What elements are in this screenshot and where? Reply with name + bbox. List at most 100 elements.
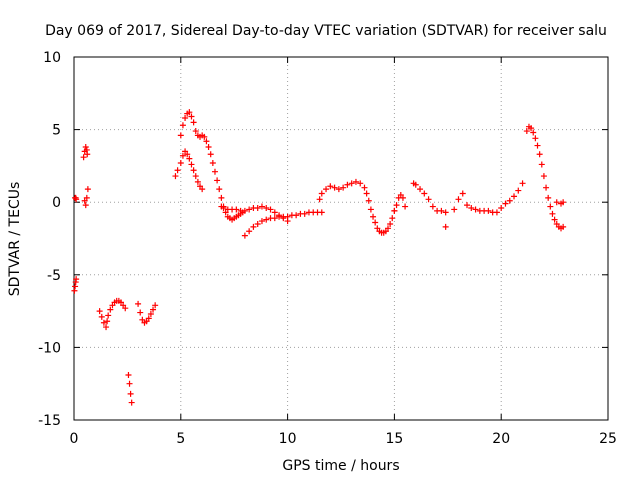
data-point — [284, 218, 291, 225]
data-point — [560, 223, 567, 230]
data-point — [528, 125, 535, 132]
data-point — [71, 287, 78, 294]
data-point — [545, 194, 552, 201]
series-s10 — [218, 203, 291, 239]
data-point — [318, 190, 325, 197]
y-tick-label: 0 — [52, 195, 61, 211]
data-point — [523, 128, 530, 135]
data-point — [543, 184, 550, 191]
data-point — [468, 205, 475, 212]
data-point — [250, 223, 257, 230]
data-point — [246, 228, 253, 235]
series-s8 — [172, 148, 206, 193]
x-tick-label: 20 — [492, 431, 510, 447]
data-point — [459, 190, 466, 197]
data-point — [442, 209, 449, 216]
data-point — [237, 207, 244, 214]
series-s13 — [410, 180, 449, 216]
data-point — [532, 135, 539, 142]
data-point — [389, 215, 396, 222]
x-tick-label: 5 — [176, 431, 185, 447]
data-point — [519, 180, 526, 187]
data-point — [172, 173, 179, 180]
data-point — [530, 129, 537, 136]
data-point — [352, 178, 359, 185]
data-point — [421, 190, 428, 197]
data-point — [357, 180, 364, 187]
data-point — [370, 213, 377, 220]
x-tick-label: 25 — [599, 431, 617, 447]
data-point — [147, 311, 154, 318]
plot-frame — [73, 56, 609, 421]
data-point — [402, 203, 409, 210]
data-point — [83, 194, 90, 201]
x-tick-label: 0 — [70, 431, 79, 447]
data-point — [425, 196, 432, 203]
data-point — [214, 177, 221, 184]
data-point — [263, 216, 270, 223]
data-point — [125, 371, 132, 378]
data-point — [361, 184, 368, 191]
data-point — [280, 215, 287, 222]
data-point — [82, 144, 89, 151]
data-point — [207, 151, 214, 158]
data-point — [384, 225, 391, 232]
data-point — [451, 206, 458, 213]
data-point — [100, 319, 107, 326]
data-point — [203, 138, 210, 145]
data-point — [399, 194, 406, 201]
data-point — [201, 133, 208, 140]
data-point — [73, 276, 80, 283]
series-s17 — [553, 199, 567, 207]
data-point — [190, 167, 197, 174]
data-point — [107, 306, 114, 313]
series-s11 — [316, 178, 398, 236]
data-point — [192, 173, 199, 180]
data-point — [105, 312, 112, 319]
data-point — [241, 232, 248, 239]
data-point — [84, 151, 91, 158]
series-s7 — [135, 300, 159, 326]
data-point — [188, 161, 195, 168]
data-point — [301, 210, 308, 217]
data-point — [323, 186, 330, 193]
data-point — [127, 390, 134, 397]
data-point — [137, 309, 144, 316]
data-point — [128, 399, 135, 406]
data-point — [174, 167, 181, 174]
data-point — [179, 122, 186, 129]
series-s6 — [125, 371, 135, 406]
tick-layer: 0 5 10 15 20 25 -15 -10 -5 0 5 10 — [38, 50, 617, 447]
data-point — [271, 215, 278, 222]
data-point — [98, 313, 105, 320]
data-point — [327, 183, 334, 190]
data-point — [190, 119, 197, 126]
y-tick-label: 10 — [43, 50, 61, 66]
data-point — [340, 184, 347, 191]
data-point — [485, 207, 492, 214]
data-point — [553, 199, 560, 206]
data-point — [246, 206, 253, 213]
data-point — [218, 194, 225, 201]
x-tick-label: 10 — [279, 431, 297, 447]
series-s2 — [71, 276, 80, 294]
data-point — [538, 161, 545, 168]
data-point — [179, 152, 186, 159]
data-point — [429, 203, 436, 210]
data-point — [258, 203, 265, 210]
data-point — [493, 209, 500, 216]
data-point — [551, 216, 558, 223]
series-s4 — [81, 186, 91, 209]
data-point — [182, 114, 189, 121]
data-point — [536, 151, 543, 158]
data-point — [194, 178, 201, 185]
data-point — [348, 180, 355, 187]
data-point — [335, 186, 342, 193]
data-point — [387, 220, 394, 227]
data-point — [271, 209, 278, 216]
data-point — [72, 283, 79, 290]
series-s9 — [177, 109, 325, 223]
data-point — [372, 219, 379, 226]
data-point — [135, 300, 142, 307]
y-tick-label: -5 — [47, 268, 61, 284]
